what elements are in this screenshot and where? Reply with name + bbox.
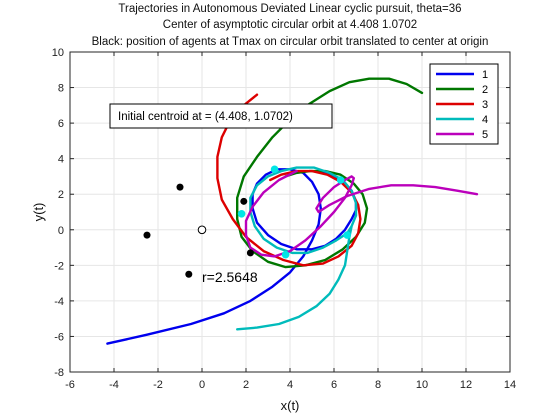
x-tick-label: 12: [460, 379, 472, 391]
y-axis-label: y(t): [31, 203, 46, 222]
agent-tmax-position-2: [143, 231, 151, 239]
agent-tmax-position-5: [246, 249, 254, 257]
series-layer: [106, 77, 479, 345]
marker-layer: [143, 165, 352, 278]
agent-tmax-position-3: [185, 270, 193, 278]
agent-orbit-point-3: [343, 231, 352, 239]
series-line-5: [244, 169, 479, 258]
origin-center-marker: [197, 225, 207, 235]
legend-label-2: 2: [482, 84, 488, 96]
centroid-annotation-box: Initial centroid at = (4.408, 1.0702): [109, 103, 333, 129]
legend-label-4: 4: [482, 114, 488, 126]
agent-orbit-point-1: [270, 165, 279, 174]
x-tick-label: -2: [153, 379, 163, 391]
y-tick-label: 0: [58, 225, 64, 237]
centroid-annotation-text: Initial centroid at = (4.408, 1.0702): [118, 111, 293, 123]
x-tick-label: 6: [331, 379, 337, 391]
y-tick-label: 10: [52, 47, 64, 59]
legend-label-5: 5: [482, 129, 488, 141]
agent-orbit-point-5: [237, 209, 246, 218]
x-tick-label: 8: [375, 379, 381, 391]
series-line-1: [106, 168, 358, 345]
x-tick-label: 10: [416, 379, 428, 391]
y-tick-label: -2: [54, 260, 64, 272]
chart-title-line-2: Center of asymptotic circular orbit at 4…: [163, 19, 417, 31]
x-tick-label: 14: [504, 379, 516, 391]
x-tick-label: -4: [109, 379, 119, 391]
chart-title-line-1: Trajectories in Autonomous Deviated Line…: [118, 3, 461, 15]
x-tick-label: -6: [65, 379, 75, 391]
agent-tmax-position-4: [240, 197, 248, 205]
agent-orbit-point-2: [336, 176, 345, 184]
x-axis-label: x(t): [281, 398, 300, 413]
agent-tmax-position-1: [176, 183, 184, 191]
agent-orbit-point-4: [281, 250, 290, 259]
x-tick-label: 2: [243, 379, 249, 391]
y-tick-label: 2: [58, 189, 64, 201]
x-tick-label: 0: [199, 379, 205, 391]
radius-annotation: r=2.5648: [202, 269, 258, 285]
chart-title-line-3: Black: position of agents at Tmax on cir…: [92, 36, 489, 48]
y-tick-label: -6: [54, 331, 64, 343]
y-tick-label: 8: [58, 83, 64, 95]
legend: 1 2 3 4 5: [429, 63, 499, 145]
legend-label-1: 1: [482, 69, 488, 81]
series-line-3: [216, 93, 362, 267]
x-tick-label: 4: [287, 379, 293, 391]
y-tick-label: -4: [54, 296, 64, 308]
y-tick-label: 6: [58, 118, 64, 130]
legend-label-3: 3: [482, 99, 488, 111]
plot-frame: [69, 51, 511, 373]
y-tick-label: -8: [54, 367, 64, 379]
y-tick-label: 4: [58, 154, 64, 166]
